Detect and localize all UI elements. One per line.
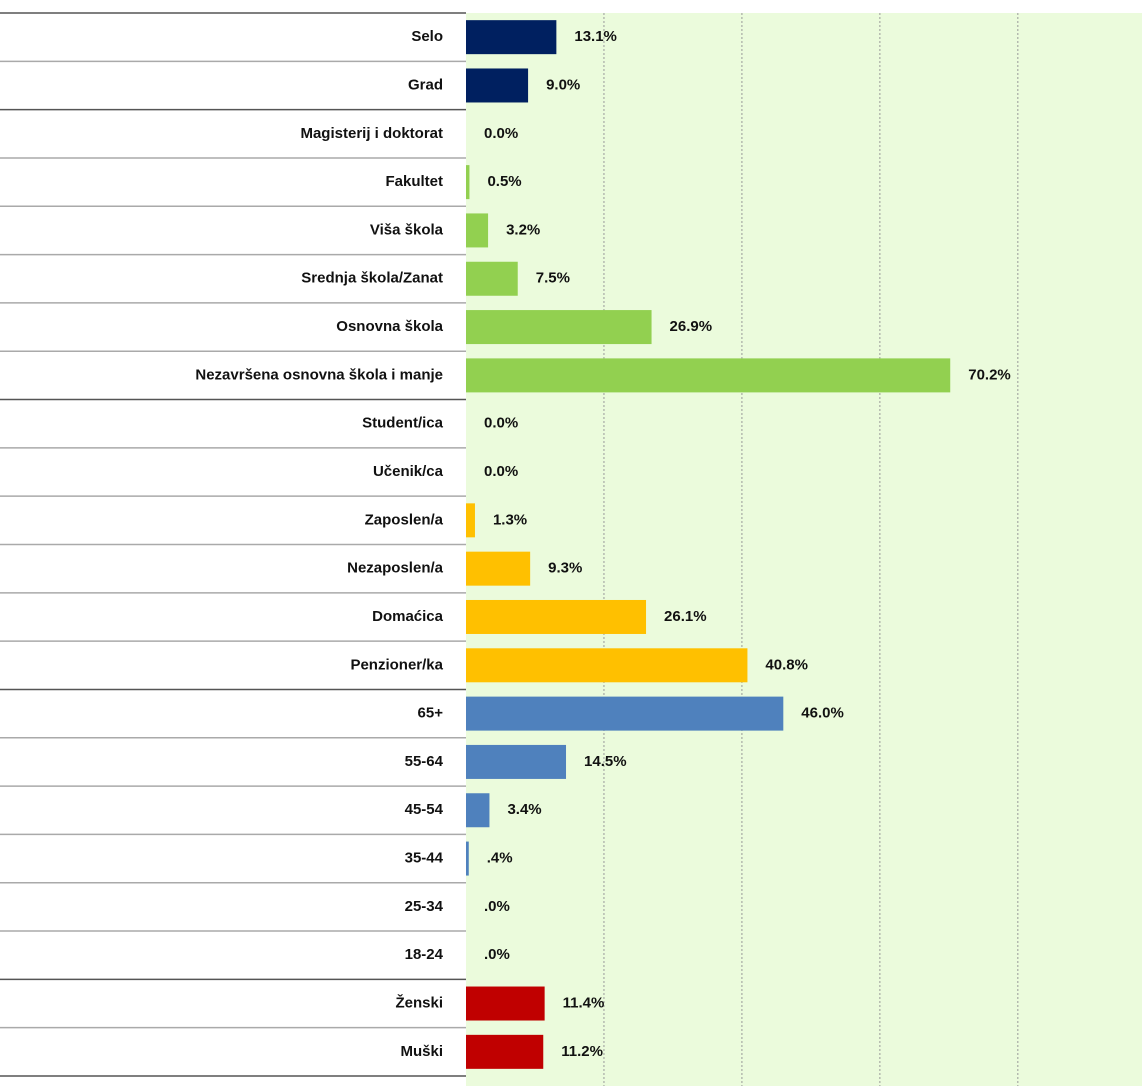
- bar: [466, 648, 748, 683]
- value-label: .0%: [484, 898, 510, 915]
- value-label: 1.3%: [493, 511, 527, 528]
- value-label: 0.5%: [487, 173, 521, 190]
- y-tick-label: Muški: [400, 1043, 443, 1060]
- bar: [466, 841, 469, 876]
- y-tick-label: Student/ica: [362, 415, 444, 432]
- bar: [466, 310, 652, 345]
- bar: [466, 20, 557, 55]
- value-label: 13.1%: [574, 28, 617, 45]
- bar: [466, 793, 490, 828]
- bar: [466, 213, 489, 248]
- value-label: 3.2%: [506, 221, 540, 238]
- bar: [466, 696, 784, 731]
- value-label: 40.8%: [765, 656, 808, 673]
- value-label: 9.3%: [548, 560, 582, 577]
- y-tick-label: Viša škola: [370, 221, 444, 238]
- y-tick-label: 65+: [418, 705, 444, 722]
- value-label: 46.0%: [801, 705, 844, 722]
- y-tick-label: Selo: [411, 28, 443, 45]
- value-label: 9.0%: [546, 76, 580, 93]
- y-tick-label: Magisterij i doktorat: [300, 125, 443, 142]
- value-label: 70.2%: [968, 366, 1011, 383]
- y-tick-label: Nezaposlen/a: [347, 560, 444, 577]
- y-tick-label: Grad: [408, 76, 443, 93]
- y-tick-label: Učenik/ca: [373, 463, 444, 480]
- value-label: 26.9%: [670, 318, 713, 335]
- value-label: 0.0%: [484, 463, 518, 480]
- y-tick-label: Penzioner/ka: [350, 656, 443, 673]
- bar: [466, 986, 545, 1021]
- y-tick-label: Srednja škola/Zanat: [301, 270, 443, 287]
- value-label: 0.0%: [484, 125, 518, 142]
- y-tick-label: 45-54: [405, 801, 444, 818]
- y-tick-label: Ženski: [395, 993, 443, 1011]
- bar: [466, 165, 470, 200]
- y-tick-label: 35-44: [405, 850, 444, 867]
- bar: [466, 744, 567, 779]
- bar: [466, 358, 951, 393]
- y-tick-label: Fakultet: [385, 173, 443, 190]
- bar: [466, 68, 529, 103]
- value-label: .4%: [487, 850, 513, 867]
- y-tick-label: 18-24: [405, 946, 444, 963]
- value-label: 26.1%: [664, 608, 707, 625]
- bar: [466, 599, 647, 634]
- value-label: 7.5%: [536, 270, 570, 287]
- y-tick-label: Domaćica: [372, 608, 444, 625]
- value-label: 14.5%: [584, 753, 627, 770]
- y-tick-label: Nezavršena osnovna škola i manje: [195, 366, 443, 383]
- value-label: .0%: [484, 946, 510, 963]
- value-label: 11.2%: [561, 1043, 603, 1060]
- bar: [466, 503, 475, 538]
- y-tick-label: 25-34: [405, 898, 444, 915]
- value-label: 11.4%: [563, 994, 605, 1011]
- y-tick-label: Zaposlen/a: [365, 511, 444, 528]
- plot-background: [466, 13, 1142, 1086]
- value-label: 0.0%: [484, 415, 518, 432]
- bar: [466, 551, 531, 586]
- bar: [466, 261, 518, 296]
- y-tick-label: 55-64: [405, 753, 444, 770]
- y-tick-label: Osnovna škola: [336, 318, 443, 335]
- bar: [466, 1034, 544, 1069]
- value-label: 3.4%: [507, 801, 541, 818]
